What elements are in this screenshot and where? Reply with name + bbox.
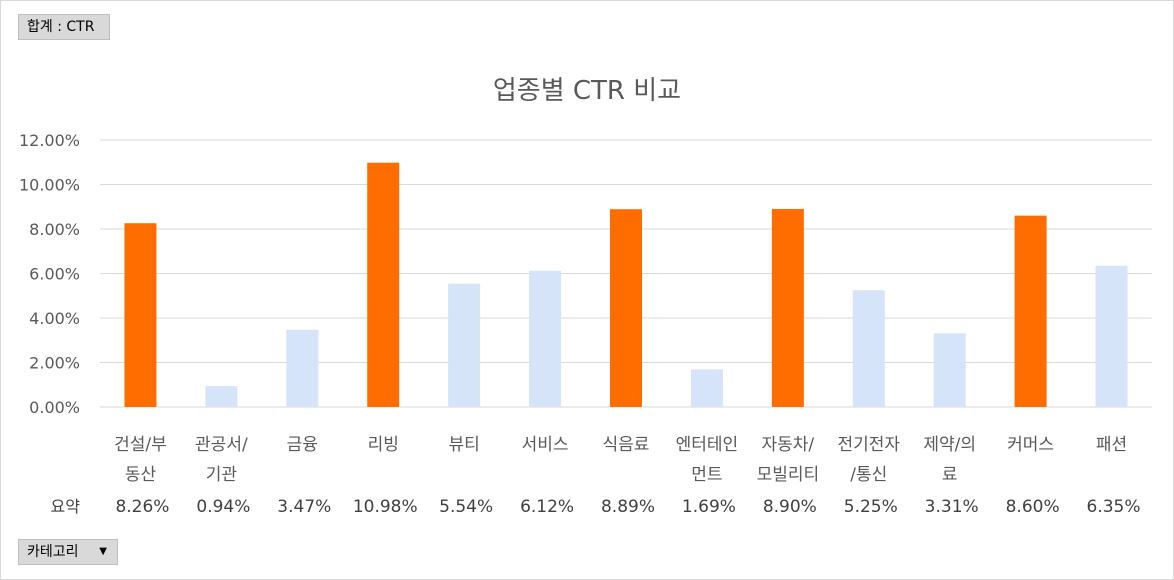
- x-tick-label: /통신: [850, 465, 887, 485]
- summary-value: 8.90%: [763, 497, 817, 517]
- summary-value: 8.89%: [601, 497, 655, 517]
- x-tick-label: 엔터테인: [676, 435, 739, 455]
- summary-value: 6.12%: [520, 497, 574, 517]
- bar: [205, 386, 238, 407]
- x-tick-label: 동산: [125, 465, 157, 485]
- x-tick-label: 식음료: [603, 435, 650, 455]
- x-tick-label: 모빌리티: [757, 465, 820, 485]
- x-tick-label: 금융: [287, 435, 318, 455]
- summary-value: 3.47%: [277, 497, 331, 517]
- x-tick-label: 자동차/: [762, 435, 815, 455]
- summary-value: 10.98%: [353, 497, 418, 517]
- chart-title: 업종별 CTR 비교: [492, 76, 682, 106]
- summary-value: 8.60%: [1006, 497, 1060, 517]
- bar: [852, 290, 885, 407]
- x-tick-label: 관공서/: [195, 435, 248, 455]
- x-tick-label: 서비스: [522, 435, 569, 455]
- x-tick-label: 제약/의: [923, 435, 976, 455]
- x-tick-label: 리빙: [368, 435, 399, 455]
- category-field-button[interactable]: 카테고리 ▼: [18, 539, 118, 565]
- bar: [933, 333, 966, 407]
- x-tick-label: 뷰티: [449, 435, 480, 455]
- x-tick-label: 커머스: [1007, 435, 1054, 455]
- y-tick-label: 8.00%: [29, 220, 80, 239]
- bar: [690, 369, 723, 407]
- bar: [448, 283, 481, 407]
- category-field-label: 카테고리: [27, 544, 79, 560]
- summary-value: 5.54%: [439, 497, 493, 517]
- summary-value: 6.35%: [1087, 497, 1141, 517]
- summary-value: 1.69%: [682, 497, 736, 517]
- bar: [771, 208, 804, 407]
- value-field-label: 합계 : CTR: [27, 19, 95, 35]
- y-tick-label: 4.00%: [29, 309, 80, 328]
- y-tick-label: 10.00%: [19, 176, 80, 195]
- bar: [1095, 265, 1128, 407]
- y-tick-label: 2.00%: [29, 354, 80, 373]
- x-tick-label: 기관: [206, 465, 237, 485]
- x-tick-label: 건설/부: [114, 435, 167, 455]
- summary-value: 5.25%: [844, 497, 898, 517]
- summary-row-label: 요약: [51, 497, 81, 516]
- bar: [286, 329, 319, 407]
- x-tick-label: 패션: [1096, 435, 1127, 455]
- y-tick-label: 6.00%: [29, 265, 80, 284]
- bar: [529, 270, 562, 407]
- bar: [1014, 215, 1047, 407]
- summary-value: 8.26%: [115, 497, 169, 517]
- x-tick-label: 료: [942, 465, 958, 485]
- bar: [367, 162, 400, 407]
- triangle-down-icon[interactable]: ▼: [99, 546, 107, 557]
- x-tick-label: 먼트: [691, 465, 722, 485]
- value-field-button[interactable]: 합계 : CTR: [18, 14, 110, 40]
- y-tick-label: 0.00%: [29, 398, 80, 417]
- summary-value: 0.94%: [196, 497, 250, 517]
- summary-value: 3.31%: [925, 497, 979, 517]
- x-tick-label: 전기전자: [837, 435, 900, 455]
- y-tick-label: 12.00%: [19, 131, 80, 150]
- bar: [610, 209, 642, 407]
- bar: [124, 223, 157, 407]
